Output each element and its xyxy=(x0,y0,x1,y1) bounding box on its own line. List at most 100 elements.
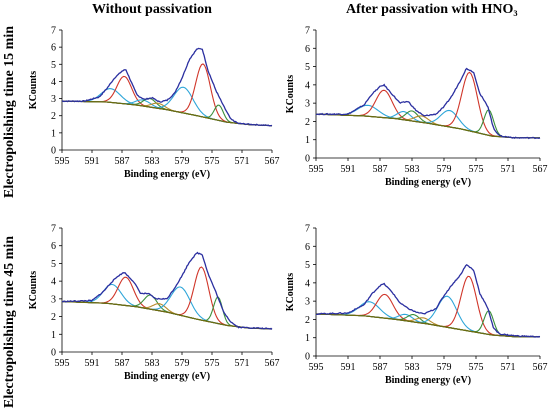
x-tick-label: 567 xyxy=(533,362,548,373)
y-tick-label: 7 xyxy=(305,224,310,235)
fit-component-4 xyxy=(61,100,273,127)
y-tick-label: 0 xyxy=(305,154,310,165)
y-tick-label: 6 xyxy=(51,43,56,54)
x-tick-label: 567 xyxy=(265,156,280,167)
x-tick-label: 579 xyxy=(437,362,452,373)
x-axis-label: Binding energy (eV) xyxy=(385,375,471,386)
y-tick-label: 2 xyxy=(305,315,310,326)
fit-component-6 xyxy=(315,275,540,338)
x-tick-label: 583 xyxy=(145,156,160,167)
fit-component-6 xyxy=(315,71,540,139)
y-tick-label: 4 xyxy=(305,278,310,289)
y-tick-label: 3 xyxy=(51,94,56,105)
fit-component-5 xyxy=(315,109,540,139)
x-axis-label: Binding energy (eV) xyxy=(124,169,210,180)
y-tick-label: 2 xyxy=(51,111,56,122)
background-baseline xyxy=(61,100,273,127)
column-title-without-passivation: Without passivation xyxy=(92,2,212,17)
background-baseline xyxy=(61,300,273,330)
y-tick-label: 4 xyxy=(51,277,56,288)
x-tick-label: 587 xyxy=(373,362,388,373)
y-tick-label: 0 xyxy=(51,146,56,157)
y-tick-label: 0 xyxy=(51,348,56,359)
y-tick-label: 5 xyxy=(305,260,310,271)
measured-spectrum xyxy=(315,263,541,338)
y-tick-label: 7 xyxy=(51,224,56,235)
fit-component-6 xyxy=(61,63,273,127)
y-axis-label: KCounts xyxy=(28,271,39,309)
fit-component-0 xyxy=(61,283,273,330)
x-tick-label: 575 xyxy=(205,358,220,369)
column-title-after-passivation: After passivation with HNO₃ xyxy=(346,2,518,17)
x-tick-label: 579 xyxy=(437,164,452,175)
fit-component-5 xyxy=(61,86,273,127)
measured-spectrum xyxy=(61,47,273,127)
y-axis-label: KCounts xyxy=(285,273,296,311)
y-tick-label: 5 xyxy=(305,62,310,73)
x-tick-label: 575 xyxy=(205,156,220,167)
x-tick-label: 587 xyxy=(115,358,130,369)
y-axis-label: KCounts xyxy=(28,71,39,109)
x-tick-label: 571 xyxy=(235,358,250,369)
y-axis-label: KCounts xyxy=(285,75,296,113)
background-baseline xyxy=(315,313,540,338)
y-tick-label: 2 xyxy=(305,117,310,128)
y-tick-label: 5 xyxy=(51,60,56,71)
x-tick-label: 595 xyxy=(309,362,324,373)
x-tick-label: 595 xyxy=(55,156,70,167)
y-tick-label: 3 xyxy=(305,99,310,110)
x-tick-label: 575 xyxy=(469,362,484,373)
x-tick-label: 571 xyxy=(501,164,516,175)
fit-component-0 xyxy=(61,88,273,127)
fit-component-3 xyxy=(315,313,540,338)
y-tick-label: 6 xyxy=(305,242,310,253)
y-tick-label: 7 xyxy=(51,26,56,37)
y-tick-label: 6 xyxy=(51,241,56,252)
y-tick-label: 5 xyxy=(51,259,56,270)
fit-component-4 xyxy=(315,113,540,139)
y-tick-label: 3 xyxy=(51,294,56,305)
fit-component-5 xyxy=(315,295,540,338)
y-tick-label: 7 xyxy=(305,26,310,37)
x-tick-label: 583 xyxy=(405,362,420,373)
x-axis-label: Binding energy (eV) xyxy=(385,177,471,188)
x-tick-label: 583 xyxy=(405,164,420,175)
y-tick-label: 4 xyxy=(51,77,56,88)
x-tick-label: 591 xyxy=(85,358,100,369)
x-tick-label: 567 xyxy=(265,358,280,369)
x-tick-label: 591 xyxy=(85,156,100,167)
fit-component-3 xyxy=(61,97,273,127)
x-tick-label: 587 xyxy=(115,156,130,167)
y-tick-label: 1 xyxy=(51,128,56,139)
x-tick-label: 575 xyxy=(469,164,484,175)
fit-component-3 xyxy=(61,300,273,330)
x-tick-label: 571 xyxy=(501,362,516,373)
x-axis-label: Binding energy (eV) xyxy=(124,371,210,382)
y-tick-label: 1 xyxy=(305,333,310,344)
x-tick-label: 583 xyxy=(145,358,160,369)
y-tick-label: 0 xyxy=(305,352,310,363)
fit-component-4 xyxy=(315,313,540,338)
x-tick-label: 587 xyxy=(373,164,388,175)
fit-component-2 xyxy=(315,313,540,338)
y-tick-label: 2 xyxy=(51,312,56,323)
x-tick-label: 591 xyxy=(341,362,356,373)
background-baseline xyxy=(315,113,540,139)
fit-component-0 xyxy=(315,104,540,139)
x-tick-label: 571 xyxy=(235,156,250,167)
y-tick-label: 3 xyxy=(305,297,310,308)
x-tick-label: 591 xyxy=(341,164,356,175)
measured-spectrum xyxy=(61,251,273,330)
y-tick-label: 6 xyxy=(305,44,310,55)
x-tick-label: 579 xyxy=(175,358,190,369)
fit-component-1 xyxy=(315,89,540,139)
x-tick-label: 595 xyxy=(309,164,324,175)
y-tick-label: 1 xyxy=(305,135,310,146)
fit-component-7 xyxy=(61,100,273,127)
x-tick-label: 595 xyxy=(55,358,70,369)
